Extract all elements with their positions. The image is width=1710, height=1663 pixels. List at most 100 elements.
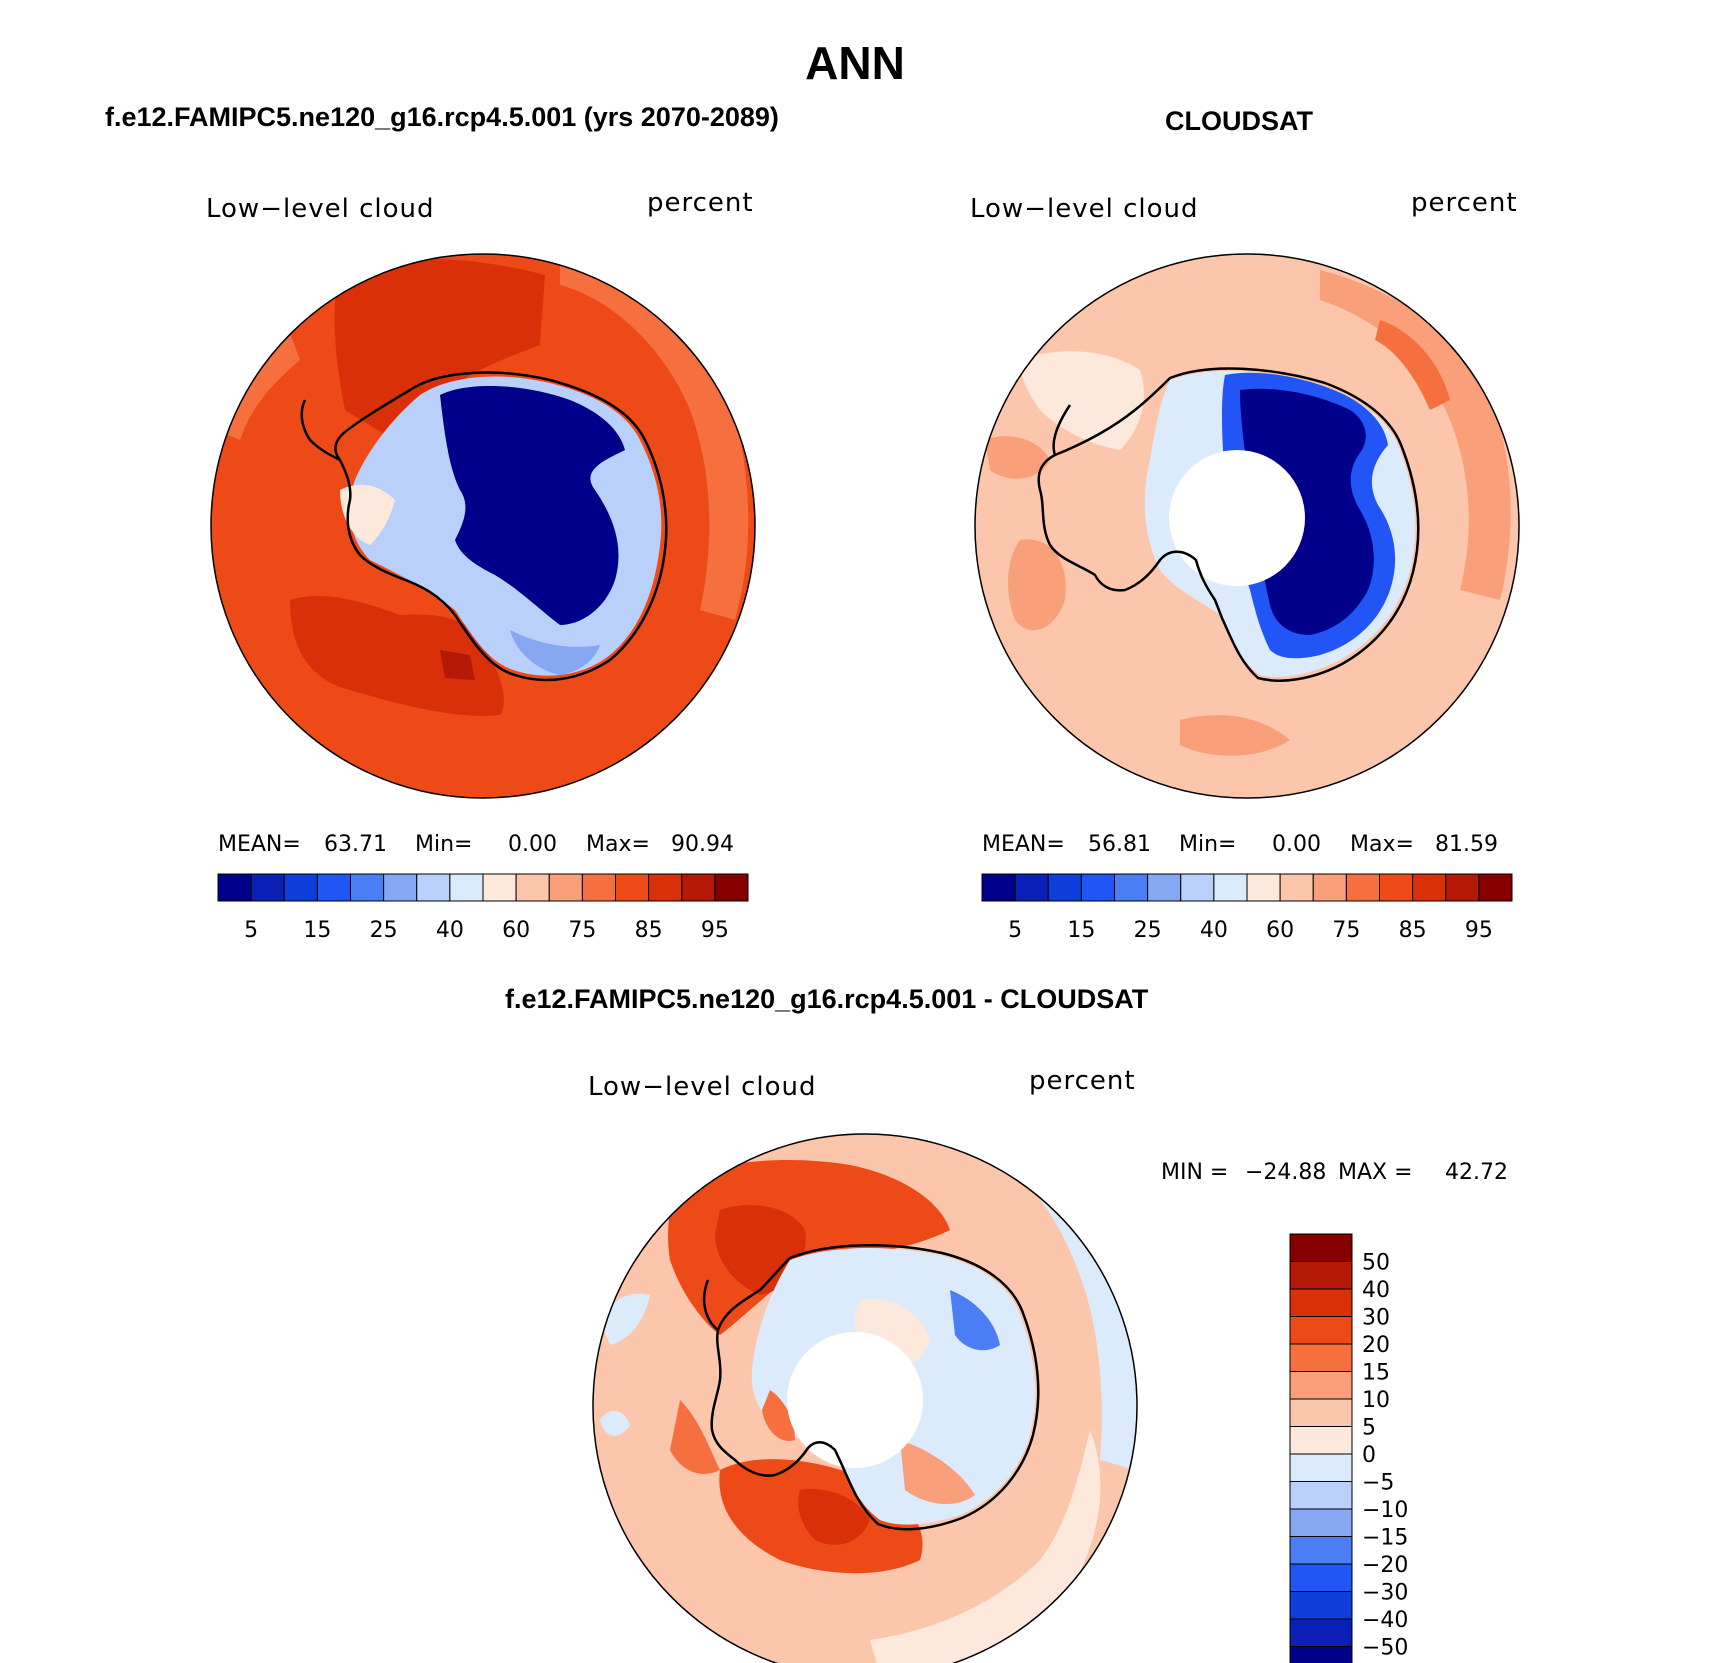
figure-title: ANN [805,37,905,89]
obs-colorbar-swatch [981,873,1016,902]
model-colorbar-swatch [681,873,716,902]
model-colorbar-swatch [350,873,385,902]
model-colorbar-tick-label: 5 [244,918,258,943]
panel-model-mean-value: 63.71 [324,832,387,857]
model-colorbar-swatch [482,873,517,902]
obs-colorbar-tick-label: 15 [1067,918,1095,943]
panel-obs-min-label: Min= [1179,832,1237,857]
diff-colorbar-tick-label: −20 [1362,1553,1408,1578]
obs-colorbar-swatch [1345,873,1380,902]
obs-colorbar-tick-label: 25 [1134,918,1162,943]
diff-colorbar-tick-label: −30 [1362,1581,1408,1606]
panel-diff-min-value: −24.88 [1245,1160,1327,1185]
model-colorbar-swatch [250,873,285,902]
panel-model-header: f.e12.FAMIPC5.ne120_g16.rcp4.5.001 (yrs … [105,102,779,132]
panel-model-min-label: Min= [415,832,473,857]
panel-obs-max-label: Max= [1350,832,1414,857]
obs-colorbar-swatch [1080,873,1115,902]
panel-obs-mean-value: 56.81 [1088,832,1151,857]
obs-colorbar-swatch [1379,873,1414,902]
panel-diff-max-value: 42.72 [1445,1160,1508,1185]
model-colorbar-tick-label: 75 [568,918,596,943]
diff-colorbar-swatch [1289,1563,1353,1592]
diff-colorbar-tick-label: 40 [1362,1278,1390,1303]
model-colorbar-tick-label: 95 [701,918,729,943]
panel-model-mean-label: MEAN= [218,832,301,857]
diff-colorbar-tick-label: −15 [1362,1526,1408,1551]
diff-colorbar-swatch [1289,1481,1353,1510]
obs-colorbar-tick-label: 40 [1200,918,1228,943]
diff-colorbar-swatch [1289,1343,1353,1372]
obs-colorbar-swatch [1246,873,1281,902]
model-colorbar-swatch [714,873,749,902]
panel-obs-mean-label: MEAN= [982,832,1065,857]
diff-colorbar-tick-label: 0 [1362,1443,1376,1468]
obs-colorbar: 5 15 25 40 60 75 85 95 [981,873,1513,943]
model-colorbar-swatch [648,873,683,902]
obs-colorbar-swatch [1279,873,1314,902]
obs-colorbar-tick-label: 95 [1465,918,1493,943]
panel-obs-header: CLOUDSAT [1165,106,1313,136]
panel-diff-min-label: MIN = [1161,1160,1229,1185]
diff-colorbar-tick-label: 5 [1362,1416,1376,1441]
obs-polar-map [975,254,1519,798]
obs-colorbar-swatch [1047,873,1082,902]
panel-diff-units-label: percent [1029,1066,1136,1096]
panel-obs-variable-label: Low−level cloud [970,194,1199,224]
obs-colorbar-tick-label: 75 [1332,918,1360,943]
obs-colorbar-swatch [1114,873,1149,902]
diff-colorbar-swatch [1289,1536,1353,1565]
panel-obs-units-label: percent [1411,188,1518,218]
diff-colorbar-tick-label: 50 [1362,1251,1390,1276]
model-colorbar-swatch [383,873,418,902]
obs-colorbar-swatch [1445,873,1480,902]
obs-colorbar-tick-label: 5 [1008,918,1022,943]
model-colorbar-swatch [548,873,583,902]
diff-colorbar-tick-label: −5 [1362,1471,1394,1496]
obs-colorbar-tick-label: 85 [1399,918,1427,943]
model-colorbar-swatch [515,873,550,902]
obs-colorbar-swatch [1180,873,1215,902]
panel-obs-min-value: 0.00 [1272,832,1321,857]
model-colorbar-tick-label: 40 [436,918,464,943]
model-colorbar-swatch [449,873,484,902]
model-colorbar-swatch [615,873,650,902]
diff-polar-map [593,1134,1137,1663]
diff-colorbar-swatch [1289,1261,1353,1290]
model-colorbar-tick-label: 60 [502,918,530,943]
diff-colorbar-swatch [1289,1591,1353,1620]
diff-colorbar-swatch [1289,1618,1353,1647]
obs-colorbar-swatch [1478,873,1513,902]
obs-colorbar-swatch [1412,873,1447,902]
diff-colorbar-swatch [1289,1233,1353,1262]
diff-colorbar-swatch [1289,1316,1353,1345]
diff-colorbar-swatch [1289,1646,1353,1663]
panel-model-max-value: 90.94 [671,832,734,857]
model-colorbar-swatch [316,873,351,902]
model-colorbar: 5 15 25 40 60 75 85 95 [217,873,749,943]
obs-colorbar-swatch [1312,873,1347,902]
panel-obs-max-value: 81.59 [1435,832,1498,857]
obs-colorbar-swatch [1147,873,1182,902]
panel-model-max-label: Max= [586,832,650,857]
obs-colorbar-tick-label: 60 [1266,918,1294,943]
model-colorbar-swatch [416,873,451,902]
panel-diff-header: f.e12.FAMIPC5.ne120_g16.rcp4.5.001 - CLO… [505,984,1149,1014]
diff-colorbar-swatch [1289,1371,1353,1400]
model-colorbar-tick-label: 85 [635,918,663,943]
diff-colorbar-tick-label: 30 [1362,1306,1390,1331]
obs-colorbar-swatch [1014,873,1049,902]
model-colorbar-swatch [283,873,318,902]
model-colorbar-tick-label: 15 [303,918,331,943]
panel-model-min-value: 0.00 [508,832,557,857]
model-colorbar-swatch [217,873,252,902]
diff-colorbar-tick-label: 10 [1362,1388,1390,1413]
model-polar-map [211,254,755,798]
panel-model-variable-label: Low−level cloud [206,194,435,224]
diff-colorbar-tick-label: 15 [1362,1361,1390,1386]
panel-diff-max-label: MAX = [1338,1160,1413,1185]
model-colorbar-tick-label: 25 [370,918,398,943]
obs-colorbar-swatch [1213,873,1248,902]
diff-colorbar-swatch [1289,1398,1353,1427]
